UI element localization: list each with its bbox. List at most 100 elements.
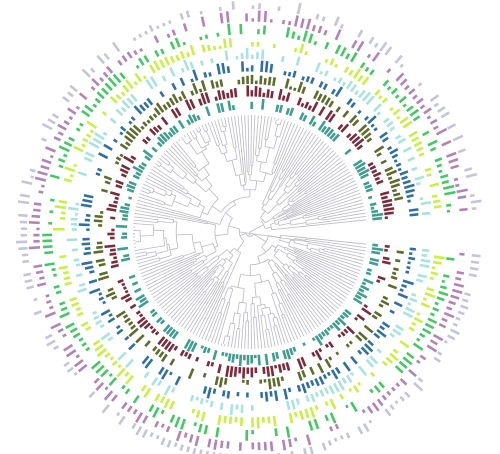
heat-cell [384, 244, 390, 248]
heat-cell [219, 402, 224, 411]
heat-cell [173, 442, 178, 448]
heat-cell [277, 364, 283, 373]
heat-cell [49, 154, 54, 159]
heat-cell [471, 253, 481, 258]
branch [303, 217, 307, 219]
heat-cell [98, 292, 103, 296]
branch [143, 259, 188, 281]
heat-cell [380, 299, 390, 306]
heat-cell [285, 107, 291, 116]
branch [267, 262, 275, 274]
heat-cell [146, 97, 154, 106]
heat-cell [381, 394, 388, 401]
branch [274, 264, 280, 271]
heat-cell [217, 363, 222, 374]
branch [221, 120, 224, 128]
branch [158, 277, 195, 307]
heat-cell [124, 289, 129, 294]
heat-cell [433, 255, 445, 260]
heat-cell [371, 212, 384, 217]
branch [307, 242, 319, 246]
heat-cell [171, 330, 179, 340]
branch [288, 245, 295, 249]
heat-cell [103, 52, 111, 61]
heat-cell [214, 96, 218, 101]
branch [327, 251, 364, 262]
heat-cell [357, 109, 362, 115]
branch [181, 193, 192, 200]
branch [234, 312, 241, 315]
heat-cell [364, 66, 370, 73]
branch [202, 292, 207, 298]
heat-cell [215, 427, 220, 438]
branch [292, 168, 349, 205]
branch [183, 288, 212, 329]
branch [305, 239, 311, 241]
branch [272, 216, 275, 220]
heat-cell [135, 310, 141, 315]
heat-cell [44, 333, 53, 340]
heat-cell [201, 44, 206, 53]
heat-cell [309, 446, 314, 454]
branch [286, 211, 293, 216]
heat-cell [419, 104, 426, 110]
heat-cell [275, 351, 280, 360]
heat-cell [430, 271, 439, 276]
heat-cell [304, 408, 310, 419]
heat-cell [179, 77, 186, 87]
branch [309, 165, 347, 192]
branch [281, 155, 290, 170]
branch [173, 200, 188, 208]
heat-cell [226, 92, 230, 99]
heat-cell [328, 100, 335, 108]
branch [265, 217, 274, 224]
heat-cell [128, 196, 133, 200]
branch [169, 247, 179, 251]
heat-cell [352, 68, 362, 80]
heat-cell [311, 121, 317, 127]
branch [178, 138, 181, 142]
heat-cell [33, 208, 41, 212]
branch [294, 259, 297, 262]
heat-cell [369, 202, 377, 207]
heat-cell [185, 10, 191, 18]
branch [211, 281, 217, 289]
branch [261, 246, 267, 253]
branch [189, 202, 198, 208]
heat-cell [149, 308, 156, 314]
branch [270, 186, 280, 201]
heat-cell [95, 172, 101, 177]
branch [149, 171, 178, 189]
heat-cell [204, 92, 211, 104]
heat-cell [83, 251, 92, 256]
heat-cell [339, 435, 344, 440]
heat-cell [415, 278, 424, 283]
heat-cell [101, 403, 111, 414]
branch [220, 118, 223, 121]
branch [154, 201, 165, 206]
branch [309, 274, 345, 302]
branch [268, 116, 273, 131]
branch [318, 251, 328, 255]
heat-cell [274, 428, 278, 437]
branch [216, 135, 220, 145]
heat-cell [427, 317, 438, 325]
heat-cell [205, 450, 210, 454]
branch [313, 216, 367, 224]
branch [301, 269, 310, 276]
heat-cell [143, 387, 152, 399]
heat-cell [324, 58, 329, 64]
heat-cell [441, 180, 450, 185]
branch [296, 171, 299, 175]
heat-cell [305, 381, 311, 389]
branch [148, 190, 151, 194]
branch [260, 217, 266, 224]
branch [224, 144, 228, 153]
branch [250, 115, 252, 161]
heat-cell [139, 313, 144, 318]
heat-cell [189, 394, 195, 402]
heat-cell [217, 90, 222, 101]
branch [280, 119, 283, 122]
branch [149, 265, 193, 293]
heat-cell [169, 127, 177, 136]
